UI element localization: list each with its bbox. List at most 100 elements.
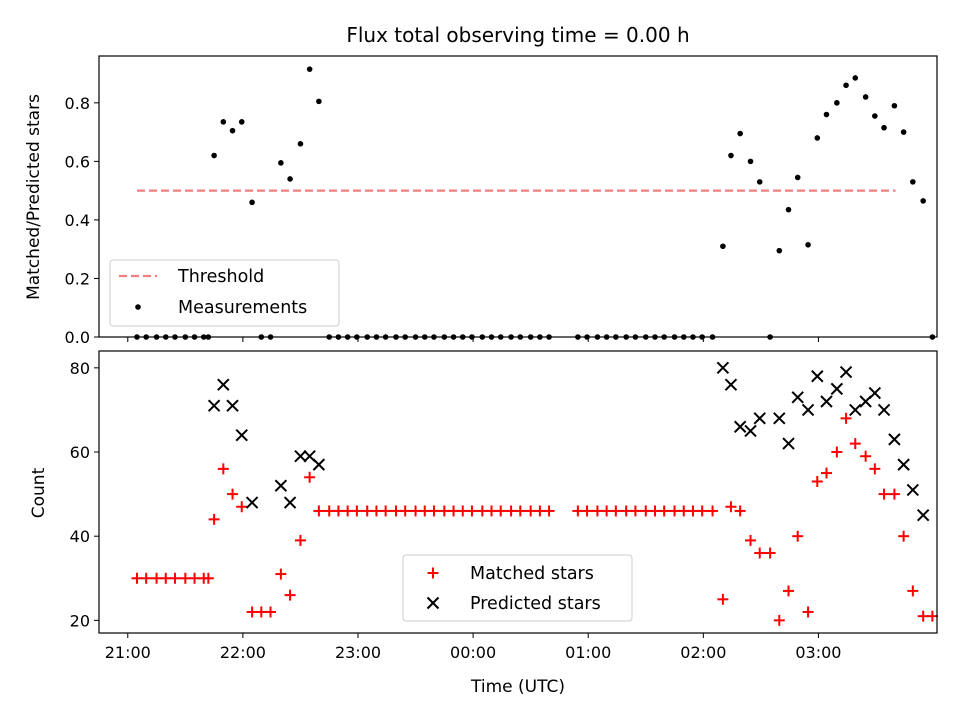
predicted-star-point [283,496,297,509]
cross-stroke-b [207,399,221,412]
x-tick-label: 00:00 [450,643,496,662]
matched-star-point [236,501,248,513]
matched-star-point [840,412,852,424]
matched-star-point [783,585,795,597]
measurement-point [862,94,869,100]
measurement-point [794,174,801,181]
matched-star-point [410,505,422,517]
matched-star-point [419,505,431,517]
matched-star-point [140,572,152,584]
matched-star-point [658,505,670,517]
measurement-point [306,66,313,72]
matched-star-point [448,505,460,517]
matched-star-point [189,572,201,584]
predicted-star-point [849,403,862,417]
cross-stroke-b [716,361,730,375]
predicted-star-point [245,496,259,509]
matched-star-point [917,610,929,622]
cross-stroke-b [744,424,757,438]
cross-stroke-b [916,508,930,522]
x-tick-label: 02:00 [680,643,726,662]
matched-star-point [696,505,708,517]
measurement-point [891,102,898,109]
matched-star-point [707,505,719,517]
cross-stroke-b [906,483,920,497]
matched-star-point [151,572,163,584]
measurement-point [852,75,859,81]
matched-star-point [640,505,652,517]
cross-stroke-b [839,365,853,379]
cross-stroke-b [791,391,804,404]
predicted-star-point [801,403,815,417]
matched-star-point [179,572,191,584]
predicted-star-point [897,458,910,471]
matched-star-point [610,505,622,517]
matched-star-point [428,505,440,517]
bottom-y-tick-label: 40 [70,527,90,546]
predicted-star-point [744,424,757,438]
matched-star-point [246,606,258,618]
cross-stroke-b [426,596,440,610]
top-axes-frame [98,55,938,338]
matched-star-point [773,614,785,626]
cross-stroke-b [773,412,786,425]
measurement-point [211,152,217,159]
matched-star-point [202,572,214,584]
matched-star-point [629,505,641,517]
measurement-point [910,179,916,185]
x-tick-label: 01:00 [565,643,611,662]
x-tick-label: 03:00 [795,643,841,662]
bottom-axes-frame [98,350,938,634]
top-y-tick-label: 0.4 [65,211,90,230]
matched-star-point [380,505,392,517]
matched-star-point [926,610,938,622]
predicted-star-point [217,378,230,391]
matched-star-point [869,463,881,475]
predicted-star-point [235,428,248,442]
matched-star-point [169,572,181,584]
matched-star-point [764,547,776,559]
predicted-star-point [716,361,730,375]
top-plot-area: 0.0 0.2 0.4 0.6 0.8 Threshold Measurements [65,55,938,347]
cross-stroke-b [294,450,307,463]
top-legend-box [109,259,340,327]
matched-star-point [217,463,229,475]
matched-star-point [351,505,363,517]
matched-star-point [620,505,632,517]
matched-star-point [792,530,804,542]
matched-star-point [265,606,277,618]
measurement-point [843,82,849,89]
matched-star-point [160,572,172,584]
predicted-star-point [791,391,804,404]
matched-star-point [275,568,287,580]
measurement-point [249,199,255,206]
bottom-legend-box [402,554,633,622]
measurement-point [805,241,811,248]
top-y-tick-label: 0.6 [65,152,90,171]
matched-star-point [323,505,335,517]
cross-stroke-b [724,378,738,391]
cross-stroke-b [303,450,316,463]
x-tick-label: 23:00 [335,643,381,662]
matched-star-point [486,505,498,517]
cross-stroke-b [235,428,248,442]
predicted-star-point [753,412,766,425]
top-y-tick-label: 0.0 [65,328,90,347]
matched-star-point [802,606,814,618]
matched-star-point [831,446,843,458]
bottom-plot-area: 20 40 60 80 21:00 22:00 23:00 00:00 01:00 02:00 03… [70,350,938,662]
cross-stroke-b [888,433,901,446]
matched-star-point [390,505,402,517]
cross-stroke-b [830,382,844,396]
cross-stroke-b [811,370,824,383]
matched-star-point [669,505,681,517]
matched-star-point [734,505,746,517]
matched-star-point [284,589,296,601]
matched-star-point [717,593,729,605]
matched-star-point [514,505,526,517]
x-axis-label: Time (UTC) [470,677,565,697]
matched-star-point [860,450,872,462]
measurement-point [900,129,907,135]
x-tick-label: 22:00 [220,643,266,662]
